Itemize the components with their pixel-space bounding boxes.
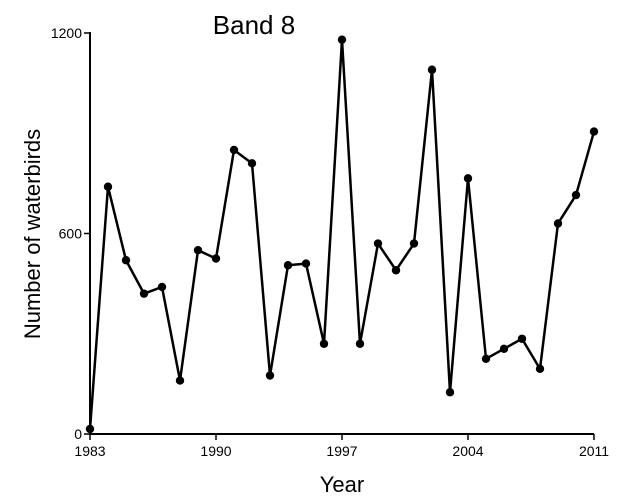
y-tick-label: 600 <box>59 226 83 242</box>
data-point <box>481 354 491 364</box>
x-tick-label: 1983 <box>74 443 105 459</box>
data-point <box>157 282 167 292</box>
data-point <box>445 388 455 397</box>
data-point <box>409 239 419 248</box>
y-tick-label: 0 <box>74 426 82 442</box>
data-point <box>247 159 257 168</box>
data-point <box>391 266 401 275</box>
x-tick-label: 1990 <box>200 443 231 459</box>
series-line <box>88 38 596 430</box>
data-point <box>139 289 149 298</box>
data-point <box>211 254 221 263</box>
y-axis-label: Number of waterbirds <box>20 129 45 339</box>
data-point <box>121 256 131 265</box>
y-tick-label: 1200 <box>51 25 82 41</box>
x-axis-label: Year <box>320 472 364 497</box>
data-point <box>535 364 545 374</box>
data-point <box>175 376 185 385</box>
axes <box>89 32 594 435</box>
data-point <box>103 182 113 191</box>
data-point <box>319 339 329 348</box>
data-point <box>283 261 293 270</box>
data-point <box>229 145 239 155</box>
ticks: 1983 1990 1997 2004 2011 0 600 1200 <box>51 25 609 459</box>
data-point <box>571 190 581 200</box>
x-tick-label: 2011 <box>579 443 609 459</box>
data-point <box>553 219 563 228</box>
data-point <box>85 424 95 434</box>
x-tick-label: 2004 <box>452 443 483 459</box>
data-point <box>427 65 437 74</box>
data-point <box>355 339 365 348</box>
data-point <box>463 174 473 183</box>
x-tick-label: 1997 <box>326 443 357 459</box>
series <box>85 35 599 434</box>
data-point <box>337 35 347 44</box>
data-point <box>373 239 383 248</box>
data-point <box>499 344 509 353</box>
data-point <box>301 259 311 268</box>
data-point <box>193 246 203 255</box>
chart-title: Band 8 <box>213 10 295 40</box>
data-point <box>265 371 275 380</box>
data-point <box>589 127 599 136</box>
data-point <box>517 334 527 343</box>
